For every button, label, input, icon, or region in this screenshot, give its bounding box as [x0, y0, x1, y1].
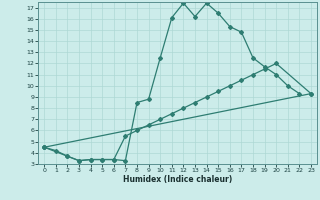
X-axis label: Humidex (Indice chaleur): Humidex (Indice chaleur) [123, 175, 232, 184]
